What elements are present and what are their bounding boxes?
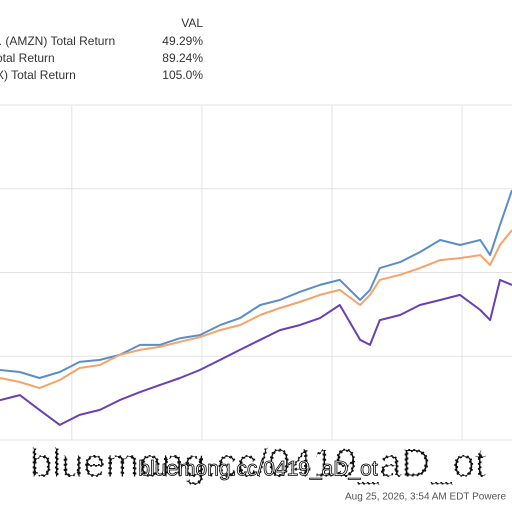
- legend-label: X) Total Return: [0, 68, 76, 82]
- legend-value: 105.0%: [162, 68, 203, 82]
- legend-label: otal Return: [0, 51, 55, 65]
- legend-value: 89.24%: [162, 51, 203, 65]
- legend-value: 49.29%: [162, 34, 203, 48]
- series-line: [0, 229, 512, 390]
- watermark: bluemong.cc/0419_aD_ot: [138, 458, 378, 481]
- plot-area: [0, 104, 512, 441]
- watermark-shadow: bluemong.cc/0419_aD_ot: [30, 442, 486, 486]
- legend-label: l. (AMZN) Total Return: [0, 34, 115, 48]
- legend-header: VAL: [181, 16, 203, 30]
- footer: Aug 25, 2026, 3:54 AM EDT Powere: [345, 492, 506, 503]
- series-line: [0, 189, 512, 379]
- series-line: [0, 278, 512, 426]
- legend: l. (AMZN) Total Return 49.29% otal Return 8…: [0, 34, 203, 82]
